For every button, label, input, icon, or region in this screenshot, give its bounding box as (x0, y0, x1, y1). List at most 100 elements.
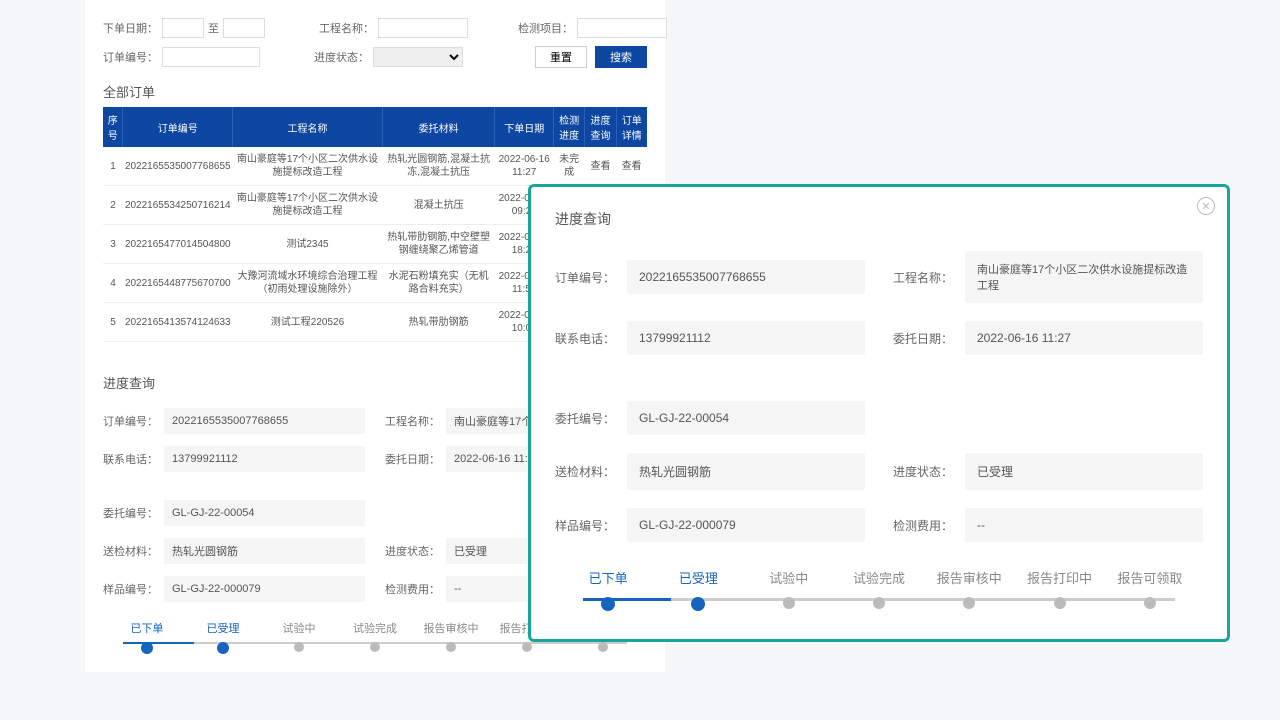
orders-header: 订单编号 (123, 107, 233, 147)
progress-status-label: 进度状态： (314, 49, 369, 65)
orders-header: 工程名称 (233, 107, 383, 147)
modal-progress-track: 已下单已受理试验中试验完成报告审核中报告打印中报告可领取 (555, 568, 1203, 611)
d-entrust-no-value: GL-GJ-22-00054 (164, 500, 365, 526)
table-cell: 2022-06-16 11:27 (495, 147, 554, 186)
m-phone-label: 联系电话： (555, 330, 617, 347)
m-phone-value: 13799921112 (627, 321, 865, 355)
orders-section-title: 全部订单 (103, 82, 647, 101)
order-no-label: 订单编号： (103, 49, 158, 65)
orders-header: 进度查询 (585, 107, 616, 147)
progress-step-label: 报告审核中 (413, 620, 489, 636)
progress-step-label: 已下单 (563, 568, 653, 587)
table-cell: 南山豪庭等17个小区二次供水设施提标改造工程 (233, 186, 383, 225)
m-order-no-label: 订单编号： (555, 269, 617, 286)
orders-header: 下单日期 (495, 107, 554, 147)
table-cell: 热轧带肋钢筋 (382, 303, 495, 342)
m-project-label: 工程名称： (893, 269, 955, 286)
table-cell: 水泥石粉填充实（无机路合料充实） (382, 264, 495, 303)
table-cell: 大豫河流域水环境综合治理工程（初雨处理设施除外） (233, 264, 383, 303)
progress-step: 试验完成 (337, 620, 413, 652)
m-status-label: 进度状态： (893, 463, 955, 480)
d-material-value: 热轧光圆钢筋 (164, 538, 365, 564)
project-name-label: 工程名称： (319, 20, 374, 36)
table-cell: 2022165534250716214 (123, 186, 233, 225)
m-order-no-value: 2022165535007768655 (627, 260, 865, 294)
table-cell: 未完成 (554, 147, 585, 186)
d-phone-value: 13799921112 (164, 446, 365, 472)
search-button[interactable]: 搜索 (595, 46, 647, 68)
table-cell: 3 (103, 225, 123, 264)
table-cell: 热轧带肋钢筋,中空壁塑钢缠绕聚乙烯管道 (382, 225, 495, 264)
close-icon[interactable]: ✕ (1197, 197, 1215, 215)
table-cell[interactable]: 查看 (585, 147, 616, 186)
progress-step: 报告打印中 (1014, 568, 1104, 611)
order-no-input[interactable] (162, 47, 260, 67)
progress-step-dot (370, 642, 380, 652)
table-cell: 南山豪庭等17个小区二次供水设施提标改造工程 (233, 147, 383, 186)
m-entrust-no-value: GL-GJ-22-00054 (627, 401, 865, 435)
progress-step-label: 试验中 (744, 568, 834, 587)
progress-step-label: 报告打印中 (1014, 568, 1104, 587)
orders-header: 序号 (103, 107, 123, 147)
m-entrust-date-value: 2022-06-16 11:27 (965, 321, 1203, 355)
m-sample-no-value: GL-GJ-22-000079 (627, 508, 865, 542)
filter-row-1: 下单日期： 至 工程名称： 检测项目： (103, 18, 647, 38)
m-entrust-date-label: 委托日期： (893, 330, 955, 347)
m-fee-value: -- (965, 508, 1203, 542)
table-cell: 5 (103, 303, 123, 342)
progress-step-dot (141, 642, 153, 654)
m-entrust-no-label: 委托编号： (555, 410, 617, 427)
progress-step-dot (691, 597, 705, 611)
progress-step-label: 试验完成 (337, 620, 413, 636)
table-cell: 热轧光圆钢筋,混凝土抗冻,混凝土抗压 (382, 147, 495, 186)
d-entrust-date-label: 委托日期： (385, 451, 440, 467)
progress-step-dot (598, 642, 608, 652)
table-cell: 2022165535007768655 (123, 147, 233, 186)
test-item-input[interactable] (577, 18, 667, 38)
order-date-from-input[interactable] (162, 18, 204, 38)
order-date-to-input[interactable] (223, 18, 265, 38)
orders-header: 委托材料 (382, 107, 495, 147)
table-row: 12022165535007768655南山豪庭等17个小区二次供水设施提标改造… (103, 147, 647, 186)
progress-step-dot (873, 597, 885, 609)
table-cell: 1 (103, 147, 123, 186)
progress-step-label: 试验中 (261, 620, 337, 636)
filter-test-item: 检测项目： (518, 18, 667, 38)
table-cell[interactable]: 查看 (616, 147, 647, 186)
test-item-label: 检测项目： (518, 20, 573, 36)
progress-step-dot (601, 597, 615, 611)
modal-grid: 订单编号： 2022165535007768655 工程名称： 南山豪庭等17个小区… (555, 251, 1203, 542)
m-fee-label: 检测费用： (893, 517, 955, 534)
filter-order-date: 下单日期： 至 (103, 18, 265, 38)
progress-step: 已受理 (653, 568, 743, 611)
m-sample-no-label: 样品编号： (555, 517, 617, 534)
reset-button[interactable]: 重置 (535, 46, 587, 68)
orders-header: 订单详情 (616, 107, 647, 147)
progress-step-label: 试验完成 (834, 568, 924, 587)
order-date-label: 下单日期： (103, 20, 158, 36)
progress-step: 试验完成 (834, 568, 924, 611)
progress-step-label: 报告可领取 (1105, 568, 1195, 587)
d-sample-no-label: 样品编号： (103, 581, 158, 597)
table-cell: 测试工程220526 (233, 303, 383, 342)
d-fee-label: 检测费用： (385, 581, 440, 597)
filter-project-name: 工程名称： (319, 18, 468, 38)
d-order-no-label: 订单编号： (103, 413, 158, 429)
m-project-value: 南山豪庭等17个小区二次供水设施提标改造工程 (965, 251, 1203, 303)
progress-step: 报告审核中 (413, 620, 489, 652)
progress-step-label: 已受理 (185, 620, 261, 636)
project-name-input[interactable] (378, 18, 468, 38)
filter-order-no: 订单编号： (103, 47, 260, 67)
progress-step-label: 已下单 (109, 620, 185, 636)
d-sample-no-value: GL-GJ-22-000079 (164, 576, 365, 602)
progress-step-dot (217, 642, 229, 654)
m-status-value: 已受理 (965, 453, 1203, 490)
progress-step-label: 报告审核中 (924, 568, 1014, 587)
progress-step-dot (1054, 597, 1066, 609)
progress-step-dot (963, 597, 975, 609)
filter-progress-status: 进度状态： (314, 47, 463, 67)
date-separator: 至 (208, 20, 219, 36)
orders-header: 检测进度 (554, 107, 585, 147)
table-cell: 2022165477014504800 (123, 225, 233, 264)
progress-status-select[interactable] (373, 47, 463, 67)
